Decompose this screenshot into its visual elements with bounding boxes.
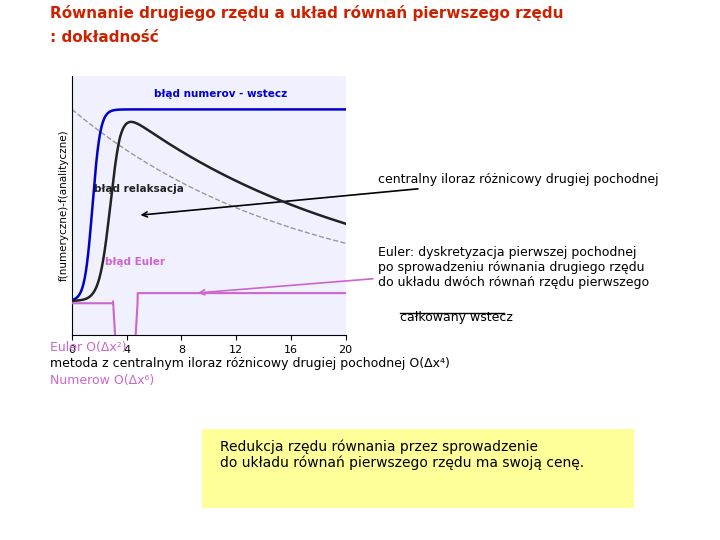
Text: Numerow O(Δx⁶): Numerow O(Δx⁶) <box>50 374 155 387</box>
Text: Redukcja rzędu równania przez sprowadzenie
do układu równań pierwszego rzędu ma : Redukcja rzędu równania przez sprowadzen… <box>220 439 584 470</box>
Text: błąd relaksacja: błąd relaksacja <box>94 185 184 194</box>
Text: Euler O(Δx²): Euler O(Δx²) <box>50 341 127 354</box>
Text: Równanie drugiego rzędu a układ równań pierwszego rzędu: Równanie drugiego rzędu a układ równań p… <box>50 5 564 22</box>
Text: Euler: dyskretyzacja pierwszej pochodnej
po sprowadzeniu równania drugiego rzędu: Euler: dyskretyzacja pierwszej pochodnej… <box>199 246 649 295</box>
Text: błąd numerov - wstecz: błąd numerov - wstecz <box>154 89 287 99</box>
Text: błąd Euler: błąd Euler <box>105 257 165 267</box>
Text: : dokładność: : dokładność <box>50 30 159 45</box>
Y-axis label: f(numeryczne)-f(analityczne): f(numeryczne)-f(analityczne) <box>59 130 69 281</box>
Text: centralny iloraz różnicowy drugiej pochodnej: centralny iloraz różnicowy drugiej pocho… <box>143 173 659 217</box>
Text: całkowany wstecz: całkowany wstecz <box>400 310 513 323</box>
Text: metoda z centralnym iloraz różnicowy drugiej pochodnej O(Δx⁴): metoda z centralnym iloraz różnicowy dru… <box>50 357 450 370</box>
